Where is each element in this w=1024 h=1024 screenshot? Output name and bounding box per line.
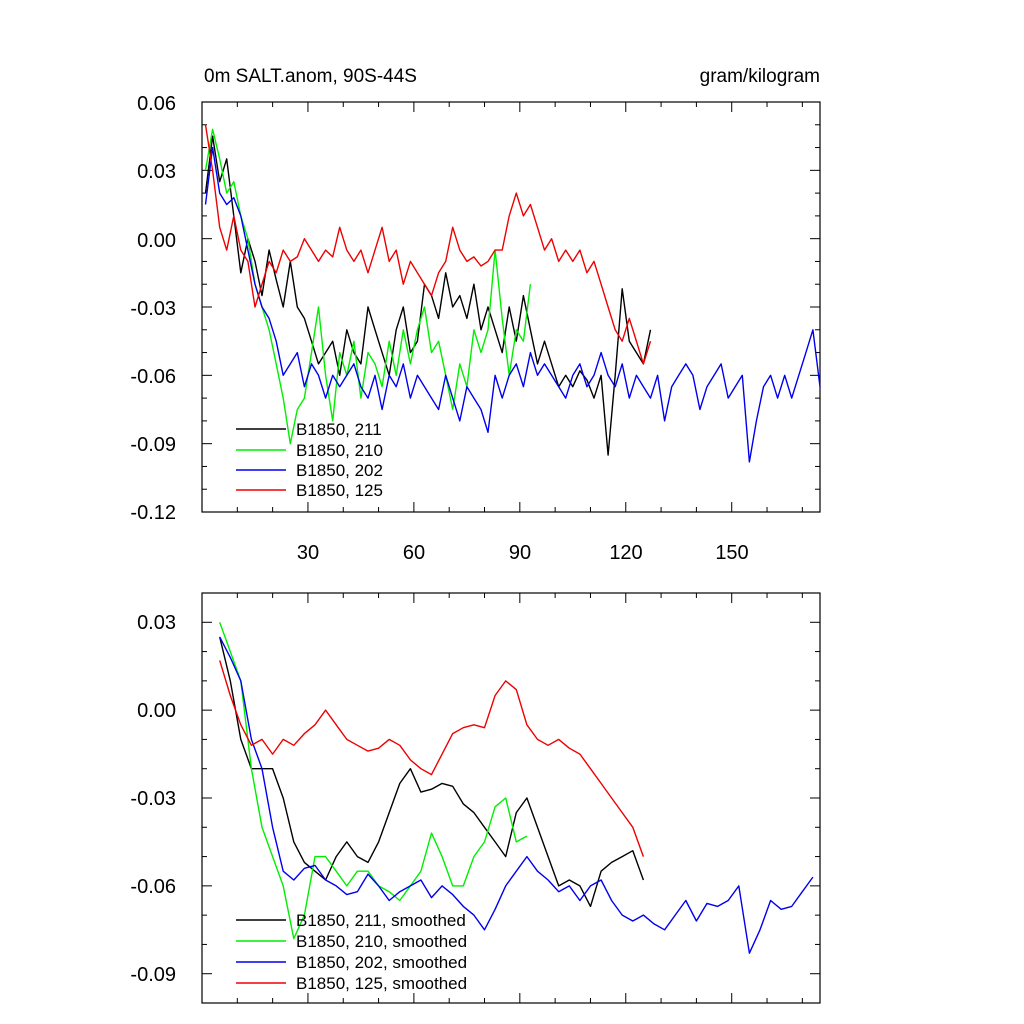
bottom-legend-label: B1850, 125, smoothed	[296, 974, 467, 993]
top-ytick-label: -0.09	[130, 434, 176, 456]
top-legend-label: B1850, 210	[296, 441, 383, 460]
top-xtick-label: 60	[403, 542, 425, 564]
top-legend: B1850, 211 B1850, 210 B1850, 202 B1850, …	[236, 420, 383, 500]
top-chart-title: 0m SALT.anom, 90S-44S	[204, 66, 417, 87]
bottom-ytick-label: 0.00	[137, 700, 176, 722]
top-series-line-2	[204, 146, 821, 463]
top-xtick-label: 120	[609, 542, 642, 564]
bottom-series-line-2	[219, 636, 814, 954]
top-xtick-label: 30	[297, 542, 319, 564]
top-ytick-label: -0.06	[130, 366, 176, 388]
top-xtick-label: 150	[715, 542, 748, 564]
top-series-line-0	[204, 135, 652, 456]
top-chart: 0m SALT.anom, 90S-44S gram/kilogram 0.06…	[130, 66, 821, 564]
top-ytick-label: 0.00	[137, 230, 176, 252]
top-ytick-label: -0.03	[130, 298, 176, 320]
top-chart-units: gram/kilogram	[700, 66, 820, 87]
top-plot-frame	[201, 101, 821, 513]
top-ytick-label: -0.12	[130, 502, 176, 524]
bottom-chart: 0.03 0.00 -0.03 -0.06 -0.09 B1850, 211, …	[130, 592, 821, 1004]
bottom-series-line-1	[219, 622, 528, 940]
bottom-ytick-label: -0.09	[130, 964, 176, 986]
top-ytick-label: 0.03	[137, 161, 176, 183]
bottom-plot-frame	[201, 592, 821, 1004]
top-series-line-3	[204, 124, 652, 365]
bottom-legend-label: B1850, 210, smoothed	[296, 932, 467, 951]
bottom-ytick-label: -0.03	[130, 788, 176, 810]
top-legend-label: B1850, 202	[296, 461, 383, 480]
bottom-ticks	[202, 592, 820, 1004]
top-ticks	[202, 101, 820, 513]
bottom-series-line-3	[219, 660, 645, 857]
top-ytick-label: 0.06	[137, 93, 176, 115]
bottom-legend-label: B1850, 202, smoothed	[296, 953, 467, 972]
bottom-ytick-label: 0.03	[137, 612, 176, 634]
top-legend-label: B1850, 211	[296, 420, 382, 439]
top-series-lines	[204, 124, 821, 463]
top-legend-label: B1850, 125	[296, 481, 383, 500]
bottom-series-line-0	[219, 636, 645, 908]
top-xtick-label: 90	[509, 542, 531, 564]
bottom-ytick-label: -0.06	[130, 876, 176, 898]
bottom-legend: B1850, 211, smoothed B1850, 210, smoothe…	[236, 911, 467, 993]
bottom-legend-label: B1850, 211, smoothed	[296, 911, 466, 930]
bottom-series-lines	[219, 622, 814, 954]
